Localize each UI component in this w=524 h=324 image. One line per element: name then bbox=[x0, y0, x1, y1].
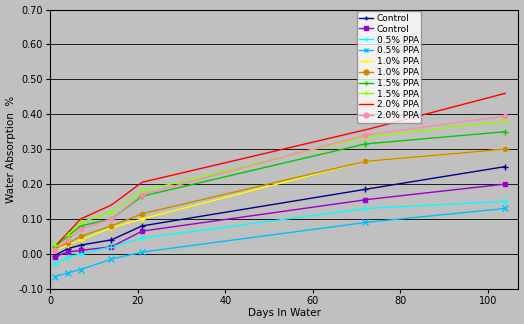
X-axis label: Days In Water: Days In Water bbox=[248, 308, 321, 318]
Y-axis label: Water Absorption  %: Water Absorption % bbox=[6, 96, 16, 203]
Legend: Control, Control, 0.5% PPA, 0.5% PPA, 1.0% PPA, 1.0% PPA, 1.5% PPA, 1.5% PPA, 2.: Control, Control, 0.5% PPA, 0.5% PPA, 1.… bbox=[357, 11, 421, 123]
